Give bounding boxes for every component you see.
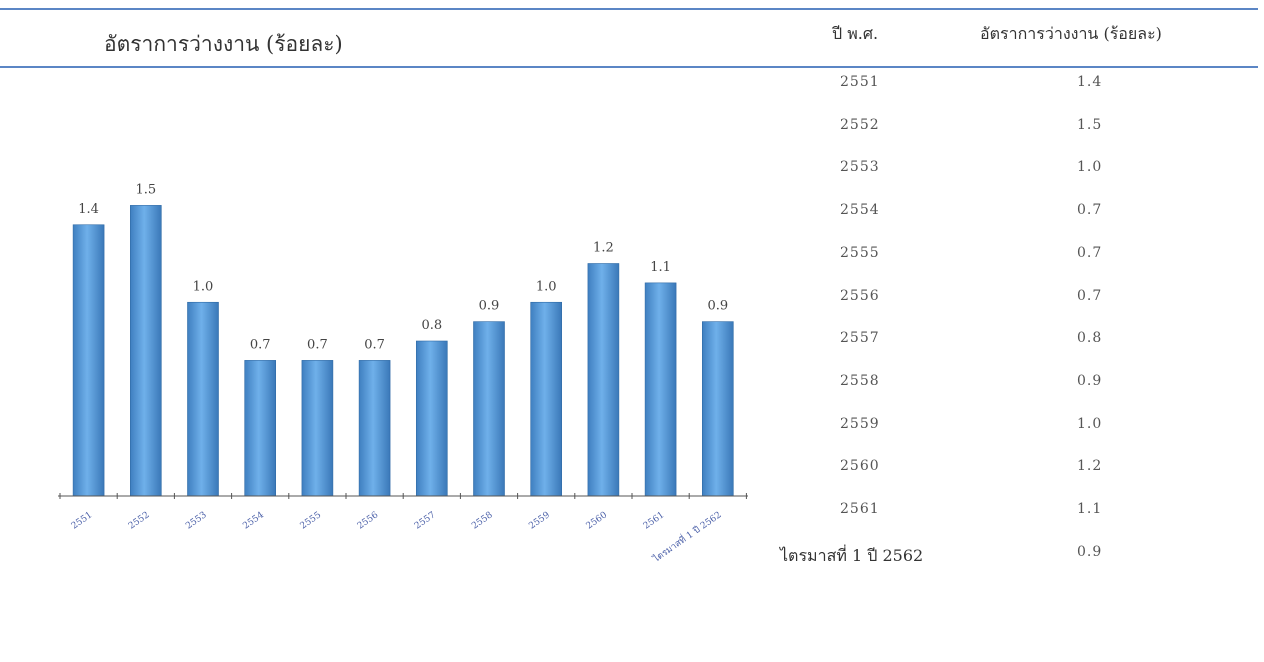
table-cell-rate: 1.5 [1077,116,1103,133]
x-tick-label: 2554 [241,510,266,531]
table-cell-rate: 1.4 [1077,74,1103,90]
x-tick-label: 2561 [642,510,666,531]
table-cell-year: 2560 [840,458,880,475]
x-tick-label: 2558 [470,510,495,531]
bar [587,263,620,497]
data-label: 1.5 [135,182,156,197]
table-cell-year: 2553 [840,159,880,176]
table-cell-rate: 0.7 [1077,287,1103,304]
bar [530,301,563,497]
bar [644,282,677,497]
data-label: 1.1 [650,260,671,275]
x-tick-label: 2555 [299,510,324,531]
x-tick-label: 2553 [184,510,209,531]
x-tick-label: 2556 [356,510,381,531]
data-label: 0.9 [479,299,500,314]
table-cell-rate: 1.0 [1077,415,1103,432]
table-cell-year: ไตรมาสที่ 1 ปี 2562 [780,545,924,565]
bar [358,360,391,497]
bar [187,301,219,497]
table-cell-year: 2556 [840,287,880,304]
bar-chart: 1.4 1.5 1.0 0.7 0.7 0.7 0.8 0.9 1.0 1.2 1.1 0.9 255… [58,182,748,565]
data-label: 1.2 [593,241,614,256]
table-cell-year: 2552 [840,116,880,133]
bar [301,360,334,497]
bar [415,340,448,497]
bar [72,224,105,497]
table-cell-year: 2558 [840,372,880,389]
chart-title: อัตราการว่างงาน (ร้อยละ) [104,32,343,56]
bar [130,205,162,497]
table-cell-year: 2561 [840,501,880,517]
data-label: 0.7 [307,337,328,352]
data-label: 0.7 [250,337,271,352]
x-tick-label: 2552 [127,510,151,531]
table-cell-year: 2557 [840,330,880,347]
data-label: 1.0 [193,279,214,294]
table-cell-rate: 0.9 [1077,543,1103,560]
data-label: 1.0 [536,279,557,294]
table-cell-year: 2559 [840,415,880,432]
table-cell-rate: 1.1 [1077,501,1103,517]
table-cell-rate: 1.2 [1077,458,1103,475]
table-cell-year: 2555 [840,244,880,261]
bar [473,321,505,497]
bar [701,321,734,497]
x-tick-label: 2559 [527,510,552,531]
data-label: 1.4 [78,202,99,217]
table-cell-year: 2554 [840,202,880,219]
top-rule [0,8,1258,10]
bars-layer: 1.4 1.5 1.0 0.7 0.7 0.7 0.8 0.9 1.0 1.2 1.1 0.9 [72,182,734,497]
data-label: 0.9 [707,299,728,314]
table-header-rate: อัตราการว่างงาน (ร้อยละ) [980,24,1162,43]
ticks-layer: 2551 2552 2553 2554 2555 2556 2557 2558 2559 2560… [59,493,747,565]
x-tick-label: 2560 [585,510,610,531]
table-cell-rate: 0.9 [1077,372,1103,389]
table-header-year: ปี พ.ศ. [832,24,879,43]
data-label: 0.8 [421,318,442,333]
table-cell-rate: 0.7 [1077,202,1103,219]
table-cell-year: 2551 [840,74,880,90]
x-tick-label: 2551 [70,510,94,531]
table-cell-rate: 0.7 [1077,244,1103,261]
table-cell-rate: 0.8 [1077,330,1103,347]
table-cell-rate: 1.0 [1077,159,1103,176]
bar [244,360,276,497]
header-rule [0,66,1258,68]
data-label: 0.7 [364,337,385,352]
x-tick-label: 2557 [413,510,438,531]
